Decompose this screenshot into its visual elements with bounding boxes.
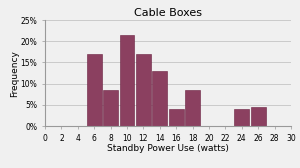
- Bar: [103, 90, 118, 126]
- Bar: [251, 107, 266, 126]
- Y-axis label: Frequency: Frequency: [10, 50, 19, 97]
- Bar: [152, 71, 167, 126]
- Bar: [185, 90, 200, 126]
- Bar: [87, 54, 102, 126]
- Title: Cable Boxes: Cable Boxes: [134, 8, 202, 18]
- Bar: [136, 54, 151, 126]
- Bar: [169, 109, 184, 126]
- Bar: [120, 35, 134, 126]
- X-axis label: Standby Power Use (watts): Standby Power Use (watts): [107, 144, 229, 153]
- Bar: [234, 109, 249, 126]
